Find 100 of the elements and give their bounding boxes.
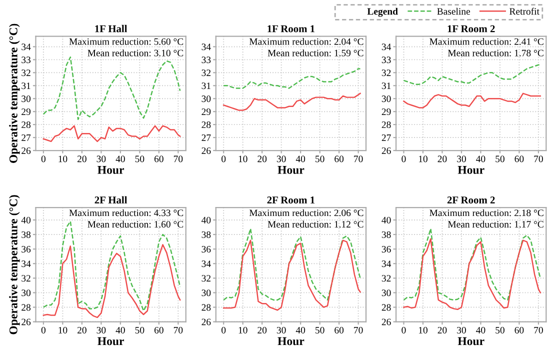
chart-title: 1F Room 1 [268, 25, 315, 32]
y-tick-label: 38 [202, 231, 211, 238]
line-series [42, 56, 181, 120]
x-tick-label: 40 [116, 156, 125, 162]
line-series [403, 228, 541, 301]
y-tick-label: 32 [202, 70, 210, 76]
y-tick-label: 26 [382, 147, 391, 154]
y-tick-label: 36 [382, 246, 391, 253]
chart-title: 2F Hall [94, 196, 128, 204]
x-tick-label: 50 [135, 156, 144, 162]
y-tick-label: 34 [202, 260, 211, 268]
x-tick-label: 50 [496, 156, 504, 162]
x-tick-label: 60 [514, 156, 524, 162]
y-tick-label: 32 [382, 70, 391, 76]
chart-title: 1F Hall [95, 24, 128, 32]
line-series [222, 228, 361, 301]
y-tick-label: 33 [382, 56, 391, 64]
y-tick-label: 27 [22, 134, 31, 141]
x-axis-title: Hour [98, 337, 124, 346]
line-series [222, 240, 361, 311]
y-tick-label: 26 [202, 318, 211, 326]
x-tick-label: 0 [222, 156, 226, 162]
x-tick-label: 0 [41, 326, 46, 334]
x-tick-label: 70 [534, 156, 543, 162]
x-tick-label: 0 [402, 326, 406, 334]
x-tick-label: 10 [238, 326, 248, 334]
x-tick-label: 20 [438, 326, 447, 334]
y-tick-label: 30 [202, 96, 211, 102]
y-tick-label: 34 [382, 260, 392, 268]
legend-label: Baseline [437, 8, 470, 15]
x-tick-label: 10 [418, 156, 428, 162]
x-tick-label: 70 [174, 156, 183, 162]
x-tick-label: 30 [96, 156, 106, 162]
y-tick-label: 36 [202, 246, 211, 253]
y-tick-label: 28 [202, 304, 211, 311]
y-tick-label: 28 [382, 121, 391, 128]
y-tick-label: 32 [22, 70, 30, 76]
y-tick-label: 31 [382, 82, 391, 90]
x-tick-label: 10 [58, 156, 68, 162]
y-tick-label: 31 [22, 82, 30, 90]
y-tick-label: 34 [382, 44, 392, 50]
line-series [42, 244, 181, 318]
x-tick-label: 60 [514, 326, 524, 334]
x-axis-title: Hour [458, 337, 484, 346]
chart-title: 2F Room 1 [267, 196, 315, 204]
y-tick-label: 32 [202, 275, 210, 282]
x-axis-title: Hour [458, 166, 484, 174]
line-series [222, 68, 361, 89]
x-tick-label: 70 [174, 326, 183, 334]
line-series [42, 125, 181, 142]
y-tick-label: 28 [22, 304, 31, 311]
x-axis-title: Hour [278, 337, 304, 346]
y-tick-label: 38 [382, 231, 391, 238]
x-tick-label: 20 [78, 156, 86, 162]
y-tick-label: 30 [202, 290, 211, 296]
x-tick-label: 50 [316, 156, 324, 162]
y-tick-label: 26 [22, 147, 31, 154]
y-tick-label: 40 [382, 216, 391, 224]
y-tick-label: 33 [202, 56, 211, 64]
legend-title: Legend [367, 8, 398, 17]
y-tick-label: 29 [382, 108, 391, 116]
y-tick-label: 34 [202, 44, 211, 50]
y-tick-label: 34 [22, 44, 31, 50]
y-tick-label: 26 [382, 318, 391, 326]
line-series [222, 92, 361, 111]
y-tick-label: 28 [382, 304, 391, 311]
x-tick-label: 50 [496, 326, 504, 334]
x-tick-label: 40 [476, 326, 486, 334]
x-tick-label: 50 [316, 326, 324, 334]
legend-label: Retrofit [510, 8, 540, 15]
line-series [403, 238, 541, 310]
x-tick-label: 40 [476, 156, 486, 162]
x-tick-label: 30 [96, 326, 106, 334]
y-tick-label: 26 [22, 318, 31, 326]
y-tick-label: 26 [202, 147, 211, 154]
x-tick-label: 10 [418, 326, 428, 334]
y-tick-label: 30 [382, 290, 391, 296]
x-tick-label: 20 [258, 326, 267, 334]
x-axis-title: Hour [278, 166, 304, 174]
x-tick-label: 20 [78, 326, 86, 334]
y-tick-label: 40 [202, 216, 211, 224]
x-tick-label: 40 [296, 326, 306, 334]
annotation: Mean reduction: 1.17 °C [448, 220, 544, 228]
y-tick-label: 27 [382, 134, 391, 141]
x-tick-label: 40 [296, 156, 306, 162]
y-tick-label: 38 [22, 231, 31, 238]
annotation: Mean reduction: 1.60 °C [88, 220, 184, 228]
y-tick-label: 29 [22, 108, 30, 116]
x-tick-label: 30 [276, 156, 286, 162]
x-tick-label: 20 [438, 156, 447, 162]
y-tick-label: 33 [22, 56, 31, 64]
x-tick-label: 60 [334, 156, 344, 162]
x-tick-label: 0 [222, 326, 226, 334]
annotation: Maximum reduction: 2.04 °C [249, 38, 364, 45]
x-tick-label: 10 [238, 156, 248, 162]
x-tick-label: 70 [534, 326, 543, 334]
y-axis-title: Operative temperature (°C) [9, 195, 20, 334]
y-tick-label: 30 [382, 96, 391, 102]
y-axis-title: Operative temperature (°C) [9, 24, 20, 163]
annotation: Mean reduction: 3.10 °C [88, 49, 184, 56]
